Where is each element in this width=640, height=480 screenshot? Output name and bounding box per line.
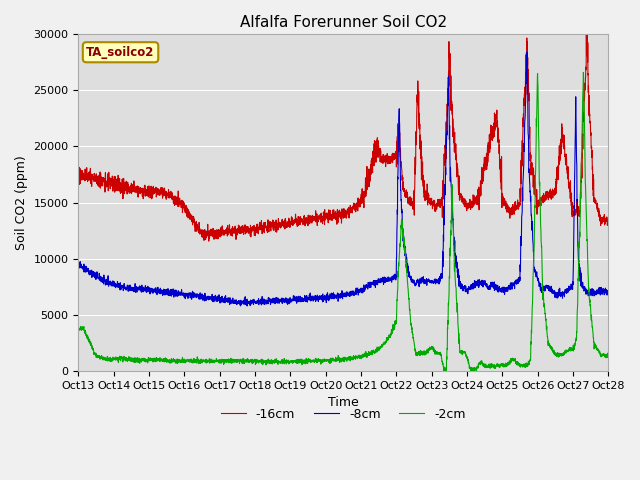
- -2cm: [537, 228, 545, 234]
- -16cm: [75, 165, 83, 170]
- Legend: -16cm, -8cm, -2cm: -16cm, -8cm, -2cm: [216, 403, 471, 426]
- Text: TA_soilco2: TA_soilco2: [86, 46, 155, 59]
- -8cm: [595, 291, 602, 297]
- -16cm: [205, 238, 212, 244]
- -8cm: [75, 262, 83, 268]
- -16cm: [595, 207, 602, 213]
- -2cm: [579, 70, 587, 75]
- -8cm: [243, 303, 251, 309]
- Line: -8cm: -8cm: [79, 52, 608, 306]
- -16cm: [583, 31, 591, 37]
- -2cm: [278, 359, 285, 365]
- -16cm: [166, 189, 174, 194]
- -2cm: [135, 356, 143, 362]
- -2cm: [301, 360, 308, 365]
- -2cm: [440, 368, 448, 374]
- Y-axis label: Soil CO2 (ppm): Soil CO2 (ppm): [15, 155, 28, 250]
- -2cm: [75, 324, 83, 329]
- -2cm: [595, 348, 602, 353]
- X-axis label: Time: Time: [328, 396, 358, 409]
- -8cm: [537, 288, 545, 294]
- -8cm: [301, 293, 308, 299]
- -16cm: [278, 223, 285, 228]
- -2cm: [166, 358, 174, 363]
- -16cm: [301, 218, 308, 224]
- -16cm: [537, 203, 545, 208]
- Line: -2cm: -2cm: [79, 72, 608, 371]
- -8cm: [135, 286, 143, 291]
- -8cm: [523, 49, 531, 55]
- Line: -16cm: -16cm: [79, 34, 608, 241]
- -16cm: [604, 216, 612, 222]
- Title: Alfalfa Forerunner Soil CO2: Alfalfa Forerunner Soil CO2: [240, 15, 447, 30]
- -2cm: [604, 352, 612, 358]
- -16cm: [135, 189, 143, 194]
- -8cm: [278, 295, 285, 301]
- -8cm: [166, 289, 174, 295]
- -8cm: [604, 288, 612, 294]
